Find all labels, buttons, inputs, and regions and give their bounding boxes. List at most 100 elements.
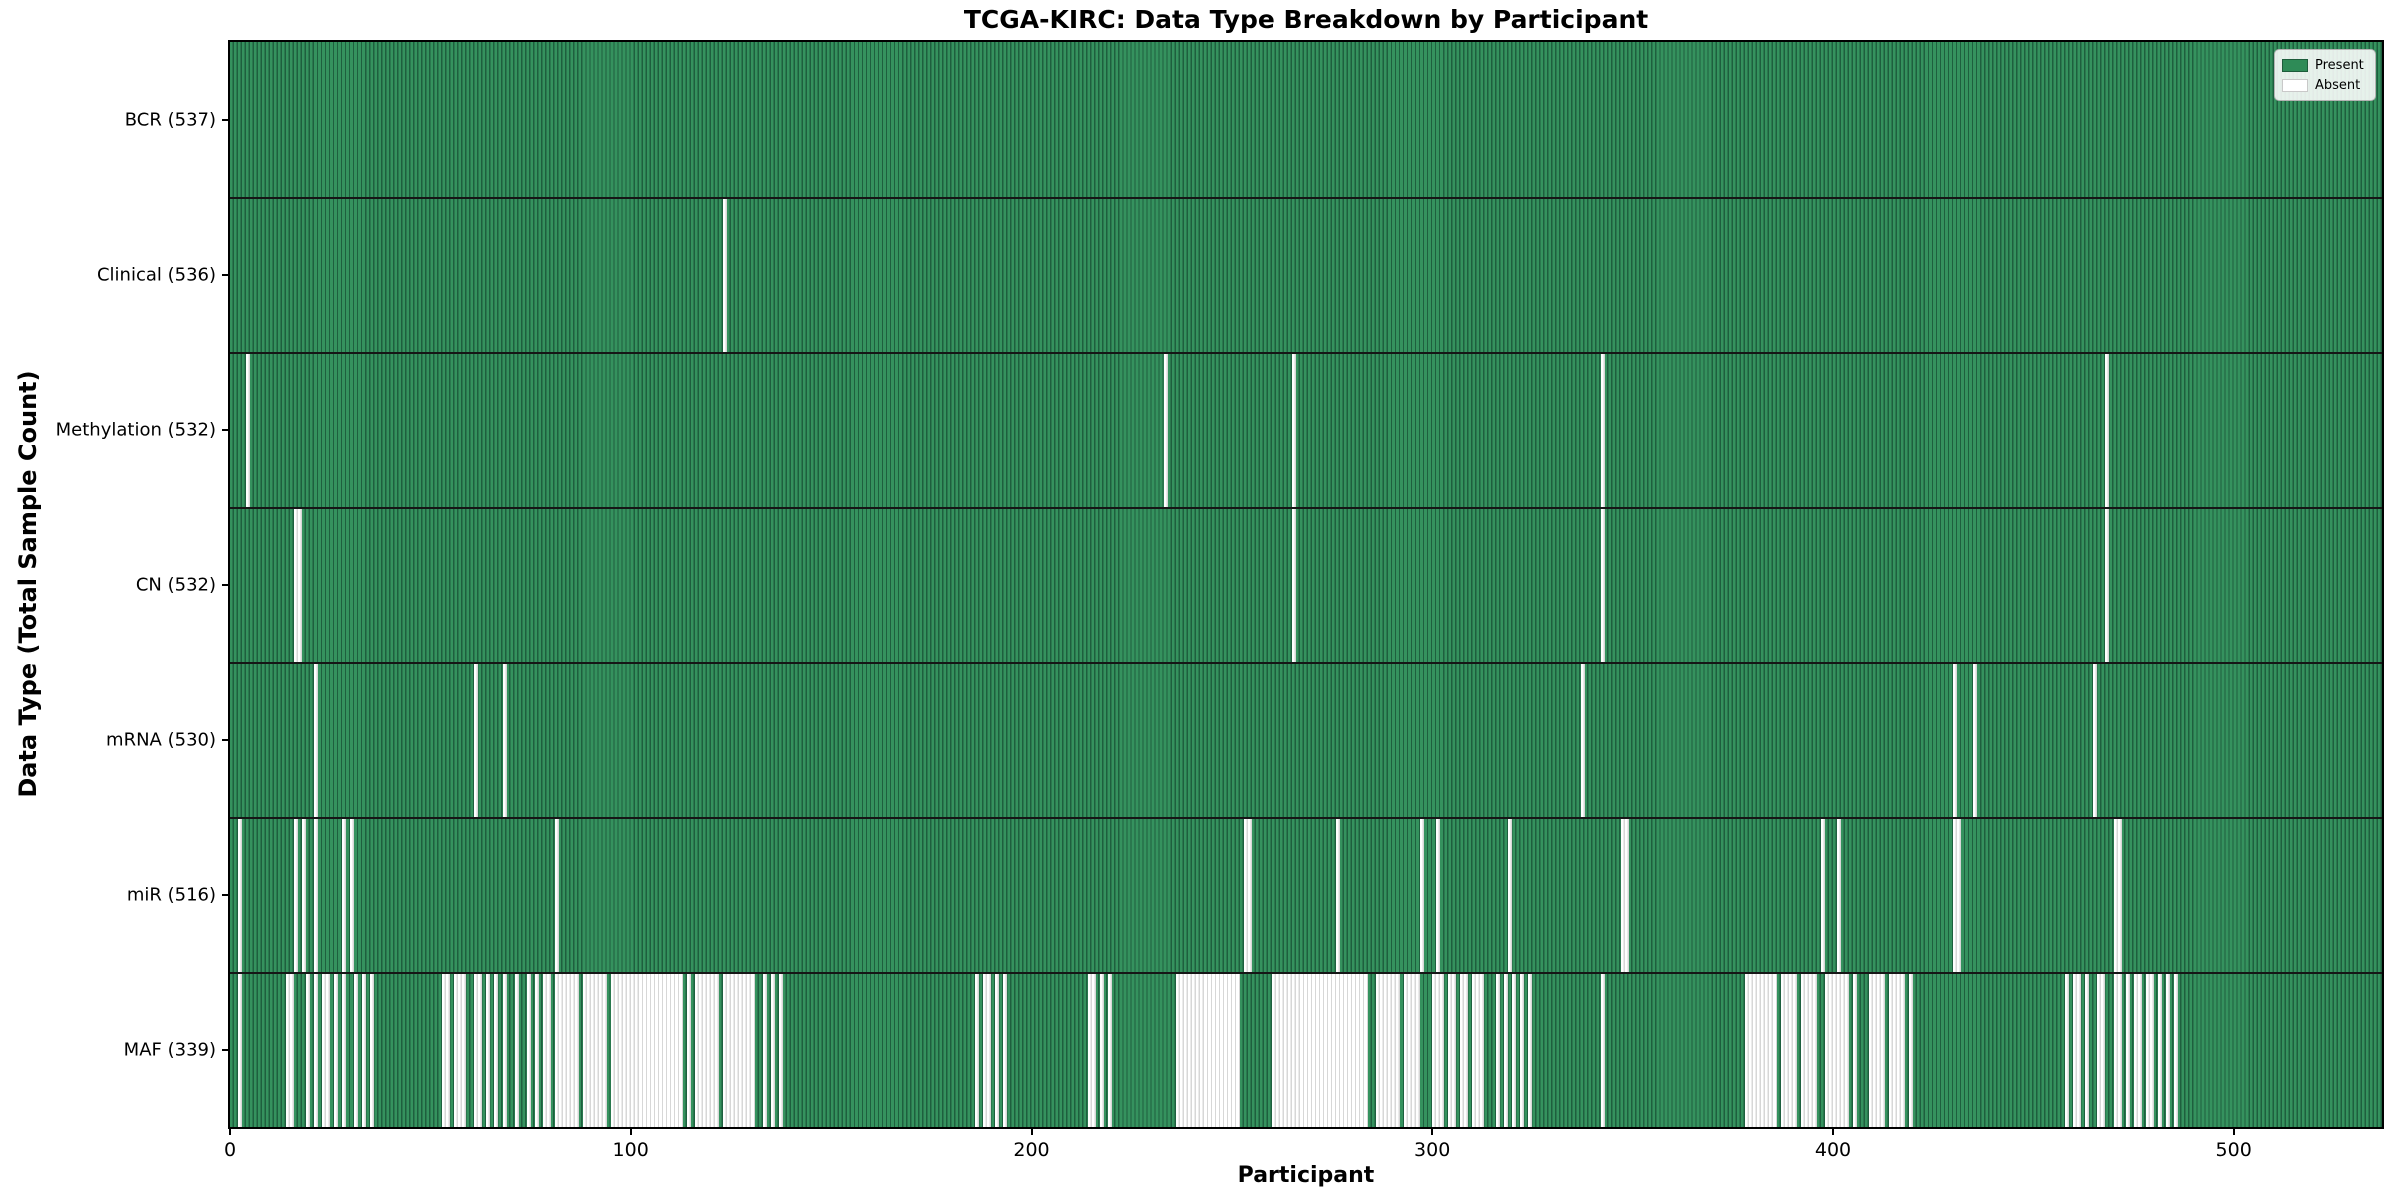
absent-block-maf (983, 972, 992, 1127)
absent-block-mir (342, 817, 347, 972)
absent-block-methylation (1163, 352, 1168, 507)
absent-block-maf (1376, 972, 1401, 1127)
x-tick-label: 0 (223, 1139, 237, 1161)
absent-block-maf (1099, 972, 1104, 1127)
absent-block-maf (486, 972, 491, 1127)
absent-block-methylation (2105, 352, 2110, 507)
y-tick-mark (222, 583, 230, 586)
x-tick-label: 500 (2215, 1139, 2252, 1161)
legend: Present Absent (2274, 49, 2376, 101)
absent-block-maf (1800, 972, 1817, 1127)
absent-block-maf (238, 972, 242, 1127)
absent-block-maf (554, 972, 579, 1127)
absent-block-maf (1003, 972, 1008, 1127)
absent-block-mir (238, 817, 242, 972)
x-tick-mark (2232, 1127, 2235, 1135)
y-tick-mark (222, 428, 230, 431)
absent-block-maf (1504, 972, 1509, 1127)
absent-block-maf (306, 972, 311, 1127)
row-separator (230, 507, 2382, 509)
absent-block-maf (1780, 972, 1797, 1127)
absent-block-mrna (502, 662, 507, 817)
absent-block-maf (514, 972, 519, 1127)
absent-block-maf (2113, 972, 2122, 1127)
x-tick-label: 200 (1013, 1139, 1050, 1161)
absent-block-maf (474, 972, 483, 1127)
row-separator (230, 352, 2382, 354)
x-tick-mark (229, 1127, 231, 1135)
absent-block-cn (1600, 507, 1605, 662)
absent-block-mir (1508, 817, 1513, 972)
absent-block-maf (1448, 972, 1457, 1127)
absent-block-methylation (1600, 352, 1605, 507)
absent-block-cn (1291, 507, 1296, 662)
y-tick-mark (222, 273, 230, 276)
absent-block-maf (322, 972, 331, 1127)
absent-block-maf (2133, 972, 2142, 1127)
absent-block-maf (442, 972, 451, 1127)
row-separator (230, 662, 2382, 664)
absent-block-mir (350, 817, 355, 972)
absent-block-maf (2145, 972, 2154, 1127)
absent-block-maf (610, 972, 683, 1127)
absent-block-mir (1836, 817, 1841, 972)
absent-block-methylation (1291, 352, 1296, 507)
absent-block-mrna (1580, 662, 1585, 817)
absent-block-maf (526, 972, 531, 1127)
absent-block-cn (2105, 507, 2110, 662)
y-tick-label-mrna: mRNA (530) (106, 729, 216, 750)
y-tick-mark (222, 893, 230, 896)
absent-block-maf (975, 972, 980, 1127)
absent-block-maf (342, 972, 347, 1127)
absent-block-mir (1420, 817, 1425, 972)
legend-label-absent: Absent (2315, 77, 2361, 93)
absent-block-maf (1869, 972, 1886, 1127)
absent-block-mir (314, 817, 319, 972)
absent-block-maf (2157, 972, 2162, 1127)
y-tick-label-mir: miR (516) (126, 884, 216, 905)
absent-block-mir (554, 817, 559, 972)
absent-block-maf (2165, 972, 2170, 1127)
y-tick-label-clinical: Clinical (536) (96, 264, 216, 285)
absent-block-maf (1460, 972, 1469, 1127)
absent-block-maf (1512, 972, 1517, 1127)
absent-block-maf (2097, 972, 2106, 1127)
absent-block-mir (1620, 817, 1629, 972)
absent-block-maf (762, 972, 767, 1127)
absent-block-mrna (474, 662, 479, 817)
present-swatch-icon (2282, 58, 2308, 72)
y-tick-mark (222, 738, 230, 741)
absent-block-maf (1889, 972, 1906, 1127)
absent-block-maf (779, 972, 784, 1127)
absent-block-maf (494, 972, 499, 1127)
absent-block-cn (294, 507, 303, 662)
absent-block-maf (1087, 972, 1096, 1127)
x-axis-label: Participant (1237, 1163, 1375, 1188)
absent-block-maf (370, 972, 375, 1127)
x-tick-mark (1431, 1127, 1434, 1135)
plot-area (230, 42, 2382, 1127)
row-separator (230, 197, 2382, 199)
row-separator (230, 972, 2382, 974)
absent-block-maf (1107, 972, 1112, 1127)
absent-block-maf (354, 972, 359, 1127)
absent-block-maf (1600, 972, 1605, 1127)
absent-block-maf (1520, 972, 1525, 1127)
absent-block-maf (542, 972, 551, 1127)
absent-block-maf (1404, 972, 1421, 1127)
absent-block-maf (314, 972, 319, 1127)
absent-block-maf (995, 972, 1000, 1127)
absent-block-maf (1472, 972, 1485, 1127)
absent-block-maf (286, 972, 295, 1127)
legend-item-absent: Absent (2282, 77, 2368, 93)
y-tick-label-bcr: BCR (537) (124, 109, 216, 130)
absent-block-maf (1909, 972, 1914, 1127)
absent-block-mir (2113, 817, 2122, 972)
absent-block-mir (294, 817, 299, 972)
absent-block-maf (362, 972, 367, 1127)
absent-block-mir (1953, 817, 1962, 972)
absent-block-mir (1436, 817, 1441, 972)
absent-block-maf (686, 972, 691, 1127)
x-tick-label: 400 (1814, 1139, 1852, 1161)
y-tick-label-maf: MAF (339) (123, 1039, 216, 1060)
